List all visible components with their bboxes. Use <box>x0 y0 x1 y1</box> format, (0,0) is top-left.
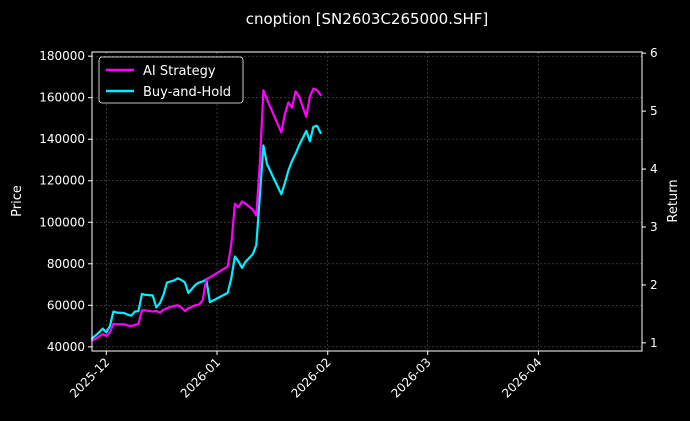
y-tick-label: 120000 <box>39 174 85 188</box>
plot-frame <box>91 51 643 352</box>
y-right-tick-label: 2 <box>650 278 658 292</box>
series-line-buy-and-hold <box>90 124 322 340</box>
y-tick-label: 140000 <box>39 132 85 146</box>
y-tick-label: 100000 <box>39 215 85 229</box>
y-axis-left: 40000 60000 80000 100000 120000 140000 160000 1… <box>39 49 92 354</box>
legend-label-buy-and-hold: Buy-and-Hold <box>143 85 231 100</box>
y-right-tick-label: 4 <box>650 162 658 176</box>
y-tick-label: 160000 <box>39 91 85 105</box>
legend-box <box>98 56 244 104</box>
y-axis-label: Price <box>10 185 25 217</box>
y-axis-right: 1 2 3 4 5 6 <box>642 46 658 350</box>
legend: AI Strategy Buy-and-Hold <box>98 56 244 104</box>
y-right-tick-label: 3 <box>650 220 658 234</box>
y-right-tick-label: 6 <box>650 46 658 60</box>
y-right-tick-label: 1 <box>650 336 658 350</box>
legend-label-ai-strategy: AI Strategy <box>143 64 216 79</box>
series-line-ai-strategy <box>90 87 322 342</box>
series-lines <box>90 87 322 342</box>
y-right-tick-label: 5 <box>650 104 658 118</box>
chart-title: cnoption [SN2603C265000.SHF] <box>246 10 489 28</box>
y-tick-label: 180000 <box>39 49 85 63</box>
y-axis-right-label: Return <box>666 179 681 222</box>
y-tick-label: 80000 <box>47 257 85 271</box>
y-tick-label: 40000 <box>47 340 85 354</box>
y-tick-label: 60000 <box>47 298 85 312</box>
